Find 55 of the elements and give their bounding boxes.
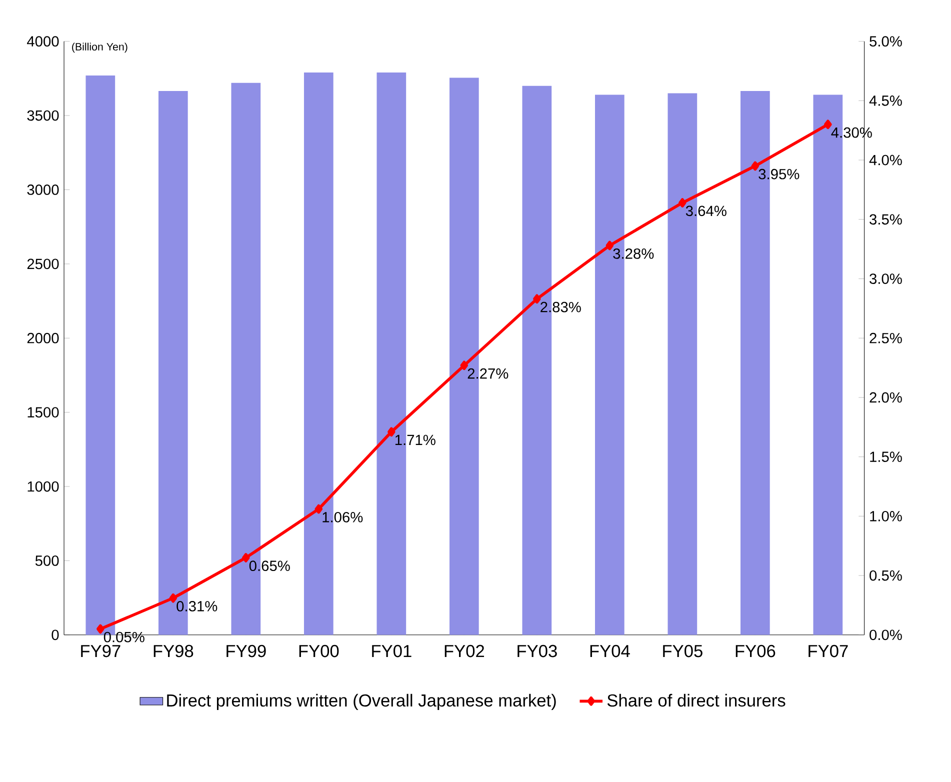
y2-tick-label: 2.5%	[870, 333, 902, 344]
y-tick-label: 3000	[27, 184, 59, 196]
data-label: 1.71%	[395, 435, 436, 446]
y-tick-label: 2500	[27, 258, 59, 270]
data-label: 2.27%	[468, 368, 508, 379]
point	[314, 504, 323, 514]
point	[169, 594, 178, 603]
y-tick-label: 1500	[28, 407, 59, 418]
y-tick-label: 1000	[28, 482, 59, 492]
y-axis-title: (Billion Yen)	[72, 42, 128, 53]
y-tick-label: 3500	[27, 110, 59, 121]
x-tick-label: FY98	[154, 645, 194, 658]
data-label: 3.28%	[613, 248, 654, 260]
legend-label: Share of direct insurers	[607, 694, 786, 707]
data-label: 2.83%	[540, 302, 581, 312]
point	[824, 120, 832, 130]
x-tick-label: FY00	[299, 645, 339, 658]
x-tick-label: FY03	[518, 645, 557, 658]
point	[606, 241, 614, 250]
y-tick-label: 2000	[27, 333, 59, 344]
y2-tick-label: 4.5%	[869, 96, 902, 106]
x-tick-label: FY06	[736, 645, 776, 658]
y2-tick-label: 0.5%	[870, 570, 902, 581]
point	[751, 162, 760, 171]
x-tick-label: FY07	[808, 645, 848, 658]
x-tick-label: FY99	[226, 645, 266, 658]
point	[678, 198, 686, 208]
y2-tick-label: 0.0%	[870, 630, 902, 640]
y-tick-label: 4000	[27, 36, 59, 47]
point	[460, 360, 468, 370]
data-label: 0.65%	[249, 560, 290, 572]
point	[533, 294, 541, 304]
point	[96, 624, 104, 634]
data-label: 1.06%	[322, 512, 363, 523]
x-tick-label: FY05	[663, 645, 702, 658]
x-tick-label: FY04	[590, 645, 630, 658]
y-tick-label: 0	[52, 630, 59, 640]
x-tick-label: FY02	[444, 645, 484, 658]
y2-tick-label: 3.5%	[870, 214, 902, 225]
data-label: 0.31%	[176, 601, 218, 612]
point	[388, 427, 396, 437]
legend-label: Direct premiums written (Overall Japanese market)	[167, 694, 556, 710]
y-tick-label: 500	[35, 556, 59, 566]
x-tick-label: FY01	[372, 645, 412, 658]
y2-tick-label: 1.5%	[870, 452, 902, 462]
data-label: 3.95%	[758, 169, 800, 180]
y2-tick-label: 5.0%	[870, 36, 902, 47]
y2-tick-label: 1.0%	[870, 511, 902, 522]
y2-tick-label: 3.0%	[870, 274, 902, 284]
point	[242, 553, 250, 563]
x-tick-label: FY97	[81, 645, 120, 658]
y2-tick-label: 4.0%	[869, 155, 902, 166]
y2-tick-label: 2.0%	[870, 392, 902, 403]
data-label: 0.05%	[104, 632, 144, 642]
data-label: 3.64%	[686, 206, 726, 216]
